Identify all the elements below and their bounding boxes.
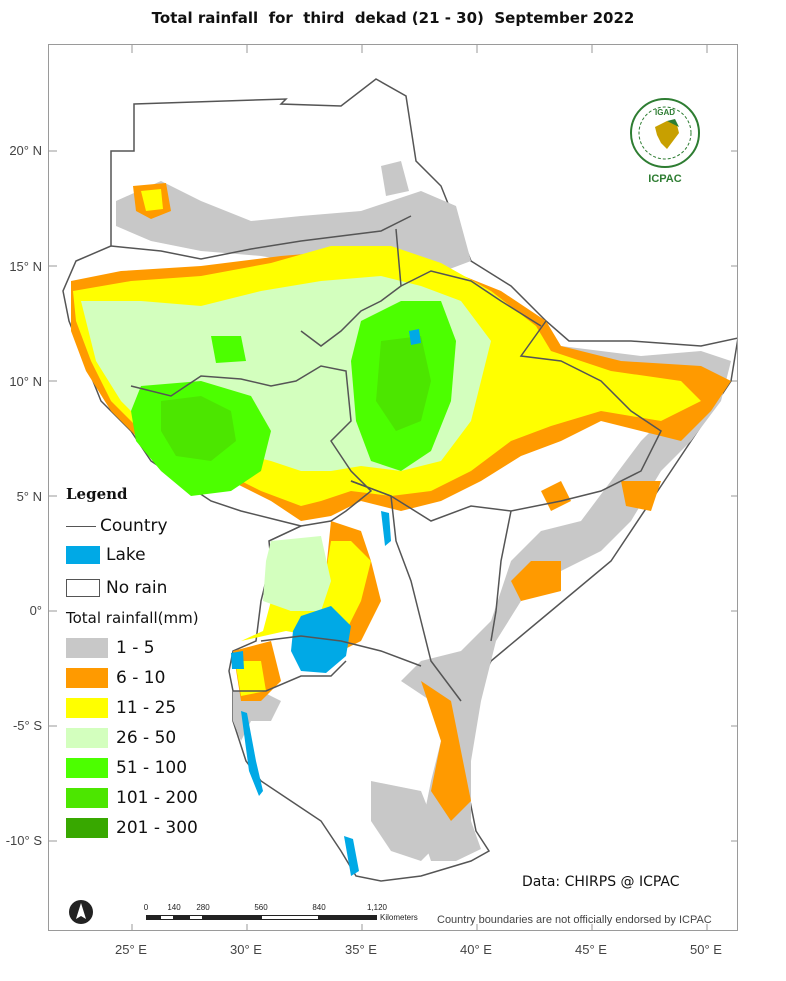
scale-segment xyxy=(146,915,160,920)
scale-segment xyxy=(319,915,377,920)
class-swatch xyxy=(66,638,108,658)
scale-segment xyxy=(261,915,319,920)
legend-class-row: 51 - 100 xyxy=(66,758,198,788)
lon-label-30e: 30° E xyxy=(230,942,262,957)
class-label: 11 - 25 xyxy=(116,698,177,718)
north-arrow-icon xyxy=(69,900,93,924)
scale-bar: 0 140 280 560 840 1,120 Kilometers xyxy=(137,903,437,933)
class-swatch xyxy=(66,788,108,808)
scale-tick: 1,120 xyxy=(366,903,388,912)
logo-text-igad: IGAD xyxy=(655,108,675,117)
scale-tick: 560 xyxy=(254,903,268,912)
scale-tick: 0 xyxy=(143,903,149,912)
legend-class-row: 26 - 50 xyxy=(66,728,198,758)
legend-class-row: 101 - 200 xyxy=(66,788,198,818)
lon-label-25e: 25° E xyxy=(115,942,147,957)
north-arrow xyxy=(68,899,94,925)
scale-segment xyxy=(174,915,189,920)
legend-classes: 1 - 5 6 - 10 11 - 25 26 - 50 51 - 100 10… xyxy=(66,638,198,848)
rainfall-map xyxy=(49,45,737,930)
lat-label-10n: 10° N xyxy=(9,374,42,389)
scale-segment xyxy=(189,915,203,920)
lon-label-50e: 50° E xyxy=(690,942,722,957)
country-line-symbol xyxy=(66,525,96,527)
lake-features xyxy=(231,329,421,876)
legend-title: Legend xyxy=(66,485,128,503)
map-frame xyxy=(48,44,738,931)
class-swatch xyxy=(66,728,108,748)
class-label: 51 - 100 xyxy=(116,758,188,778)
scale-tick: 280 xyxy=(196,903,210,912)
map-title: Total rainfall for third dekad (21 - 30)… xyxy=(151,9,635,27)
legend-class-row: 11 - 25 xyxy=(66,698,198,728)
legend-class-row: 1 - 5 xyxy=(66,638,198,668)
legend-lake: Lake xyxy=(66,545,146,565)
legend-country-label: Country xyxy=(100,516,168,536)
data-source: Data: CHIRPS @ ICPAC xyxy=(522,874,680,890)
scale-tick: 840 xyxy=(312,903,326,912)
no-rain-swatch xyxy=(66,579,100,597)
class-label: 26 - 50 xyxy=(116,728,177,748)
scale-segment xyxy=(160,915,174,920)
lon-label-35e: 35° E xyxy=(345,942,377,957)
lon-label-45e: 45° E xyxy=(575,942,607,957)
logo-text-icpac: ICPAC xyxy=(648,173,682,185)
class-swatch xyxy=(66,668,108,688)
scale-unit: Kilometers xyxy=(380,913,418,922)
disclaimer: Country boundaries are not officially en… xyxy=(437,914,712,926)
class-label: 1 - 5 xyxy=(116,638,155,658)
lat-label-5n: 5° N xyxy=(16,489,42,504)
lat-label-10s: -10° S xyxy=(5,833,42,848)
lat-label-15n: 15° N xyxy=(9,259,42,274)
class-label: 201 - 300 xyxy=(116,818,198,838)
legend-class-row: 6 - 10 xyxy=(66,668,198,698)
igad-icpac-logo: IGAD ICPAC xyxy=(627,97,703,189)
scale-segment xyxy=(203,915,261,920)
rain-class-101-200 xyxy=(161,336,431,461)
lon-label-40e: 40° E xyxy=(460,942,492,957)
class-swatch xyxy=(66,698,108,718)
lake-swatch xyxy=(66,546,100,564)
lat-label-20n: 20° N xyxy=(9,143,42,158)
class-label: 101 - 200 xyxy=(116,788,198,808)
country-borders xyxy=(110,215,662,702)
legend-class-row: 201 - 300 xyxy=(66,818,198,848)
legend-no-rain: No rain xyxy=(66,578,167,598)
legend-country: Country xyxy=(66,516,168,536)
class-swatch xyxy=(66,818,108,838)
class-swatch xyxy=(66,758,108,778)
igad-icpac-logo-icon xyxy=(630,98,700,168)
legend-rainfall-title: Total rainfall(mm) xyxy=(66,609,199,627)
legend-lake-label: Lake xyxy=(106,545,146,565)
lat-label-0: 0° xyxy=(29,603,42,618)
scale-tick: 140 xyxy=(167,903,181,912)
class-label: 6 - 10 xyxy=(116,668,166,688)
legend-no-rain-label: No rain xyxy=(106,578,168,598)
graticule-ticks xyxy=(49,45,737,930)
lat-label-5s: -5° S xyxy=(12,718,42,733)
